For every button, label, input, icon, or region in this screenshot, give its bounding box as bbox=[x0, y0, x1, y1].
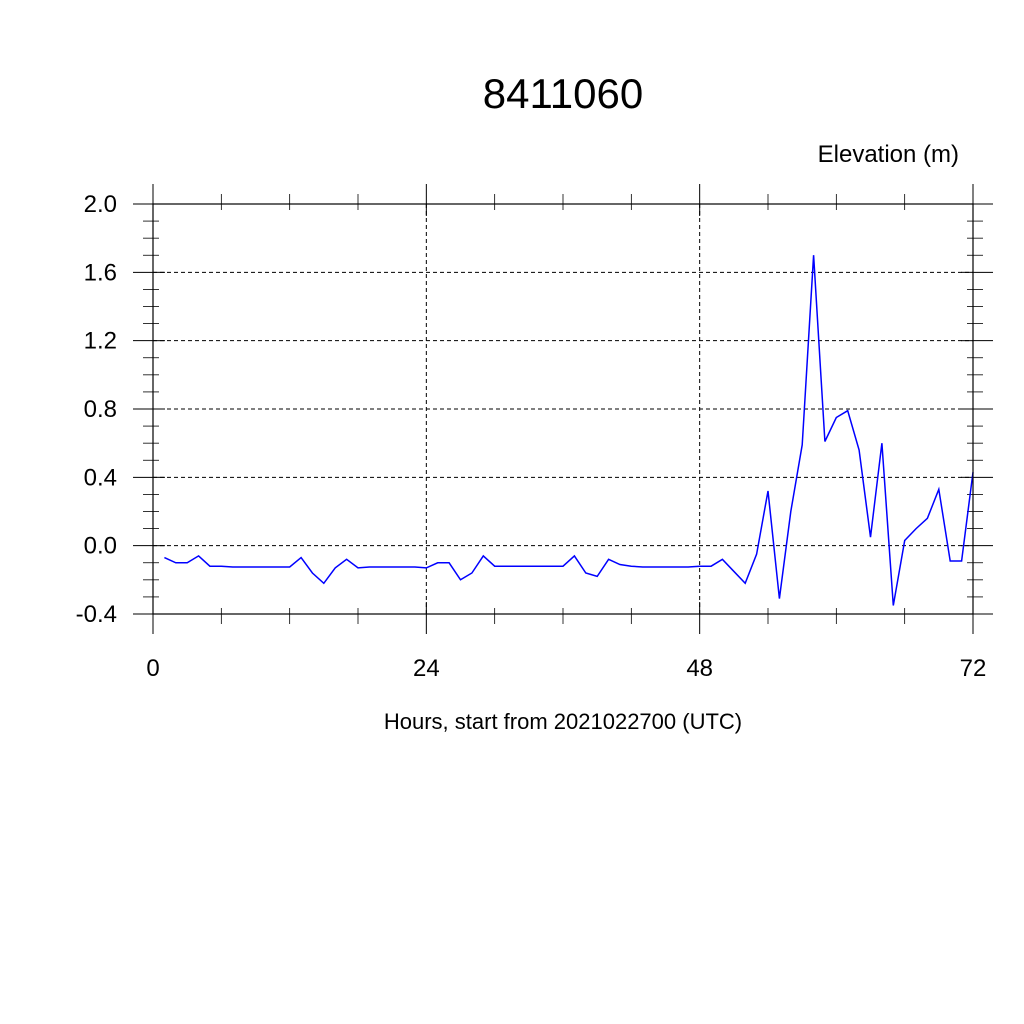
y-tick-label: 0.0 bbox=[84, 533, 117, 560]
x-tick-label: 0 bbox=[146, 655, 159, 682]
y-axis-label: Elevation (m) bbox=[818, 141, 959, 168]
y-tick-label: 0.4 bbox=[84, 464, 117, 491]
plot-frame bbox=[152, 203, 974, 615]
chart-title: 8411060 bbox=[483, 70, 643, 117]
x-axis-label: Hours, start from 2021022700 (UTC) bbox=[384, 709, 742, 734]
x-tick-label: 24 bbox=[413, 655, 440, 682]
x-tick-label: 48 bbox=[686, 655, 713, 682]
y-tick-label: 1.6 bbox=[84, 259, 117, 286]
y-tick-label: 0.8 bbox=[84, 396, 117, 423]
elevation-series-line bbox=[164, 255, 974, 606]
y-tick-label: 2.0 bbox=[84, 191, 117, 218]
y-tick-label: 1.2 bbox=[84, 328, 117, 355]
axes: -0.4 0.0 0.4 0.8 1.2 1.6 2.0 0 24 48 72 bbox=[76, 184, 993, 682]
grid bbox=[153, 204, 973, 614]
x-tick-label: 72 bbox=[960, 655, 987, 682]
y-tick-label: -0.4 bbox=[76, 601, 117, 628]
series-layer bbox=[164, 255, 974, 606]
